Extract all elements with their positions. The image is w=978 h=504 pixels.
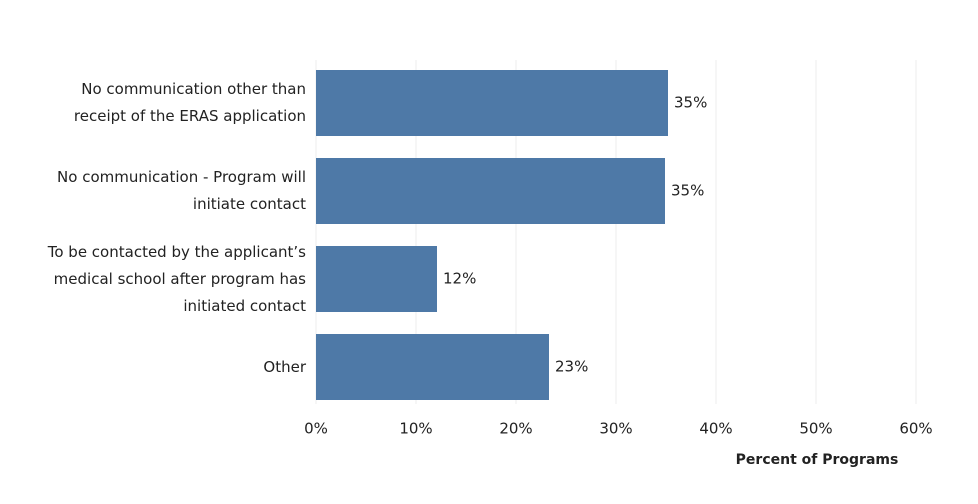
x-tick-label: 60%: [899, 420, 932, 438]
category-label: To be contacted by the applicant’s medic…: [47, 242, 306, 315]
category-label: No communication other than receipt of t…: [73, 80, 306, 125]
value-label: 23%: [555, 358, 588, 376]
x-axis-title: Percent of Programs: [736, 452, 899, 468]
x-tick-label: 10%: [399, 420, 432, 438]
bar: [316, 246, 437, 312]
x-tick-label: 0%: [304, 420, 328, 438]
value-label: 12%: [443, 270, 476, 288]
value-label: 35%: [671, 182, 704, 200]
x-tick-label: 20%: [499, 420, 532, 438]
bar: [316, 334, 549, 400]
bar: [316, 70, 668, 136]
x-tick-label: 40%: [699, 420, 732, 438]
category-label: No communication - Program will initiate…: [57, 168, 306, 213]
category-label: Other: [263, 357, 306, 376]
bar: [316, 158, 665, 224]
value-label: 35%: [674, 94, 707, 112]
x-tick-label: 50%: [799, 420, 832, 438]
x-tick-label: 30%: [599, 420, 632, 438]
